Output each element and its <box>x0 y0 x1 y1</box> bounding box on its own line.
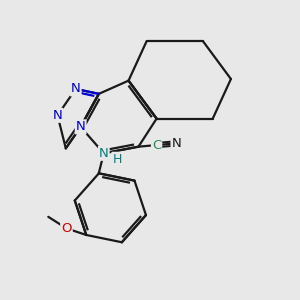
Text: N: N <box>99 147 109 160</box>
Text: N: N <box>172 137 181 150</box>
Text: N: N <box>76 120 86 134</box>
Text: H: H <box>112 153 122 166</box>
Text: N: N <box>71 82 81 95</box>
Text: N: N <box>53 109 62 122</box>
Text: O: O <box>61 222 72 235</box>
Text: C: C <box>152 139 161 152</box>
